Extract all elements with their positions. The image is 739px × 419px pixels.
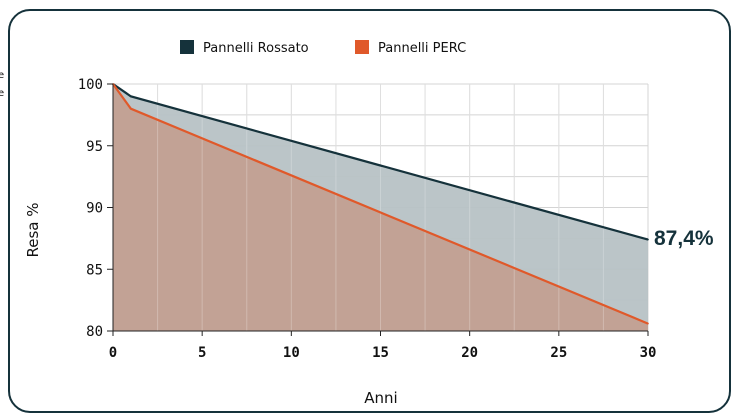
- y-tick-label: 85: [86, 262, 103, 278]
- data-point-series-1: [130, 107, 132, 110]
- x-tick-label: 5: [198, 345, 206, 361]
- legend-swatch-rossato: [180, 40, 194, 54]
- x-tick-label: 30: [640, 345, 657, 361]
- x-tick-label: 25: [550, 345, 567, 361]
- legend-label-rossato: Pannelli Rossato: [203, 41, 309, 56]
- y-tick-label: 100: [78, 77, 103, 93]
- data-point-series-0: [130, 95, 132, 98]
- area-fill-series-1: [113, 84, 648, 331]
- y-axis-title: Resa %: [24, 202, 42, 257]
- x-axis-title: Anni: [364, 389, 397, 407]
- x-tick-label: 15: [372, 345, 389, 361]
- legend-swatch-perc: [355, 40, 369, 54]
- y-tick-label: 80: [86, 324, 103, 340]
- edge-mark-top: e: [0, 70, 4, 81]
- axes: 0 5 10 15 20 25 30 80 85 90 95 100: [78, 77, 657, 361]
- data-point-series-1: [647, 322, 649, 325]
- x-tick-label: 0: [109, 345, 117, 361]
- data-point-series-0: [647, 238, 649, 241]
- y-tick-label: 90: [86, 201, 103, 217]
- y-tick-label: 95: [86, 139, 103, 155]
- edge-mark-bottom: e: [0, 88, 4, 99]
- end-value-label: 87,4%: [654, 227, 714, 250]
- legend-label-perc: Pannelli PERC: [378, 41, 466, 56]
- x-tick-label: 10: [283, 345, 300, 361]
- areas: [113, 84, 648, 331]
- x-tick-label: 20: [461, 345, 478, 361]
- legend: Pannelli Rossato Pannelli PERC: [180, 40, 466, 56]
